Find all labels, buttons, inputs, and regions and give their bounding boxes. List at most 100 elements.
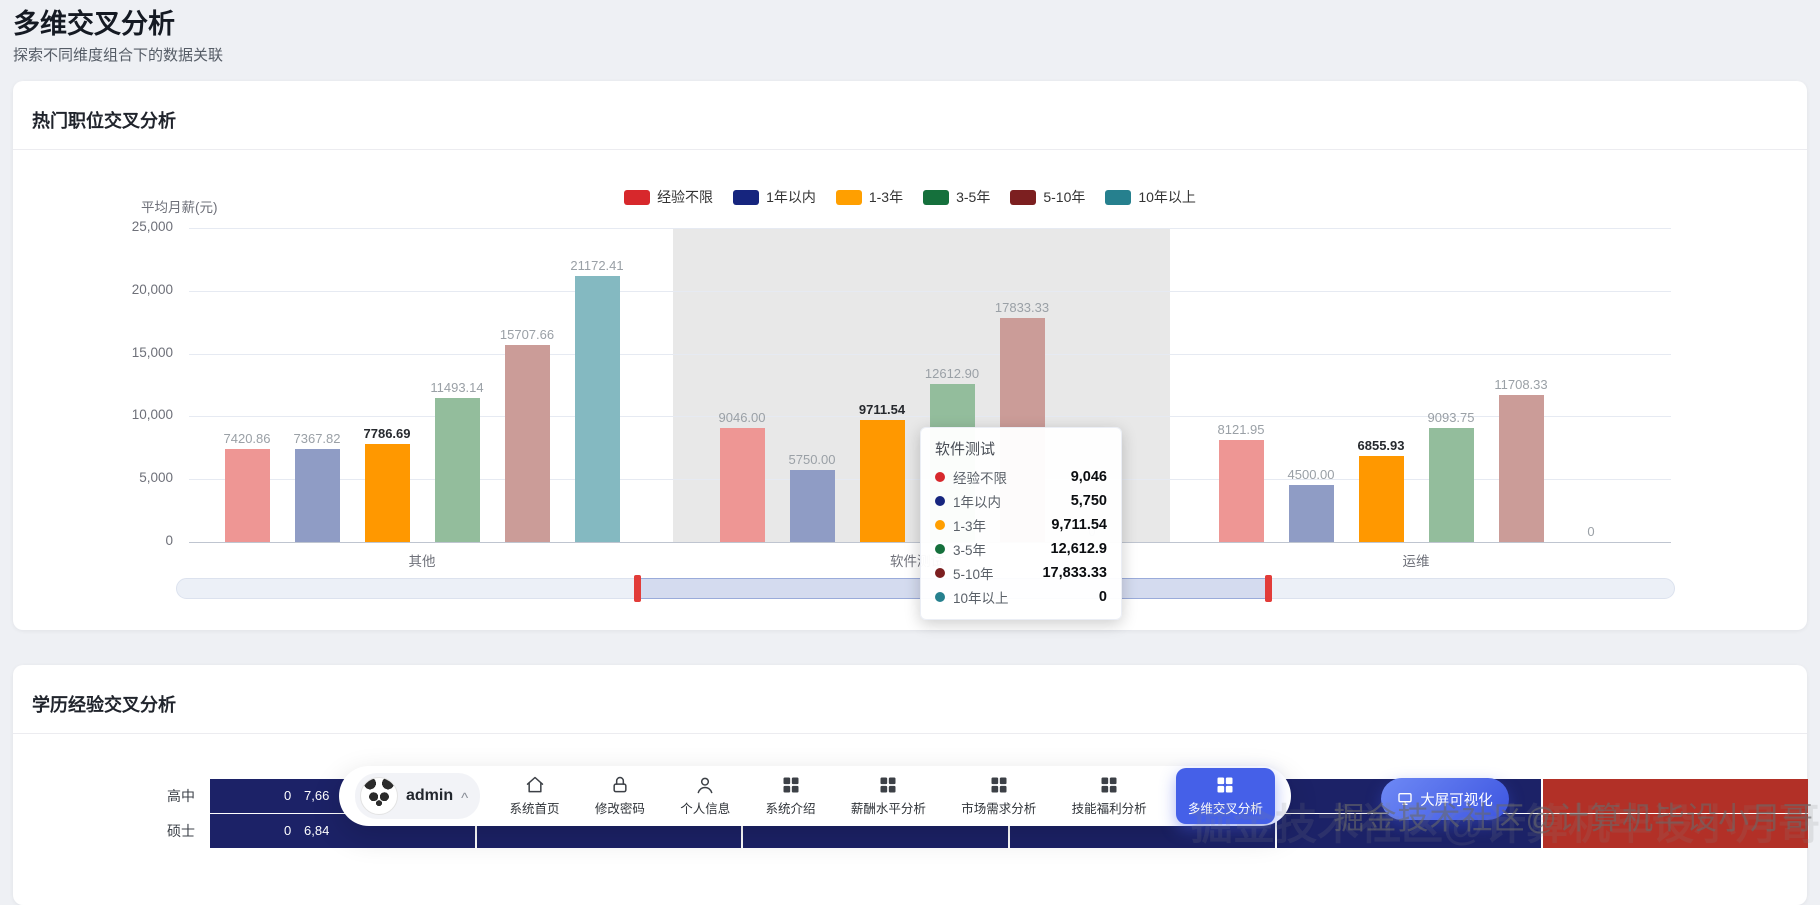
heatmap-cell[interactable] [1543, 814, 1809, 848]
tooltip-series-value: 9,711.54 [1051, 517, 1107, 533]
hot-jobs-card-title: 热门职位交叉分析 [13, 81, 1807, 150]
y-tick-label: 25,000 [131, 219, 173, 234]
legend-label: 5-10年 [1043, 189, 1086, 205]
series-dot-icon [935, 544, 945, 554]
dock-item-系统首页[interactable]: 系统首页 [504, 771, 566, 821]
bar[interactable] [294, 449, 340, 542]
bar[interactable] [574, 276, 620, 542]
chevron-up-icon: ^ [461, 789, 469, 807]
series-dot-icon [935, 568, 945, 578]
legend-label: 3-5年 [956, 189, 991, 205]
bar-value-label: 15707.66 [499, 327, 555, 342]
home-icon [525, 775, 545, 795]
tooltip-row: 10年以上 0 [935, 585, 1107, 609]
tooltip-row: 1年以内 5,750 [935, 489, 1107, 513]
heatmap-cell-value: 0 [284, 788, 292, 803]
dock-item-修改密码[interactable]: 修改密码 [589, 771, 651, 821]
heatmap-row-label: 高中 [167, 788, 195, 804]
dock-item-label: 个人信息 [680, 802, 731, 816]
dock-item-label: 市场需求分析 [961, 802, 1037, 816]
dock-item-多维交叉分析[interactable]: 多维交叉分析 [1175, 768, 1275, 824]
tooltip-series-name: 1-3年 [953, 519, 987, 534]
bar[interactable] [434, 398, 480, 542]
tooltip-series-value: 12,612.9 [1050, 541, 1107, 557]
lock-icon [610, 775, 630, 795]
user-menu[interactable]: admin ^ [355, 773, 481, 819]
datazoom-right-handle[interactable] [1265, 575, 1272, 602]
hot-jobs-card: 热门职位交叉分析 经验不限 1年以内 1-3年 3-5年 5-10年 10年以上 平均月薪… [13, 81, 1807, 630]
gridline [189, 290, 1671, 292]
heatmap-cell-value: 7,66 [304, 788, 330, 803]
datazoom-left-handle[interactable] [634, 575, 641, 602]
user-icon [695, 775, 715, 795]
series-dot-icon [935, 496, 945, 506]
watermark: 掘金技术社区@计算机毕设小月哥 [1333, 801, 1814, 836]
user-name: admin [406, 787, 454, 804]
legend-item[interactable]: 1年以内 [733, 187, 816, 207]
legend-label: 经验不限 [657, 189, 714, 205]
y-axis-name: 平均月薪(元) [141, 200, 218, 215]
legend-swatch [835, 189, 862, 205]
tooltip-row: 3-5年 12,612.9 [935, 537, 1107, 561]
grid-icon [1215, 775, 1235, 795]
grid-icon [1099, 775, 1119, 795]
bar-value-label: 8121.95 [1217, 422, 1265, 437]
tooltip-row: 1-3年 9,711.54 [935, 513, 1107, 537]
tooltip-series-name: 经验不限 [953, 471, 1007, 486]
bar-value-label: 17833.33 [994, 300, 1050, 315]
bar-value-label: 21172.41 [570, 258, 624, 273]
bar[interactable] [504, 345, 550, 542]
dock-item-label: 修改密码 [594, 802, 645, 816]
legend-item[interactable]: 10年以上 [1105, 187, 1196, 207]
dock-item-市场需求分析[interactable]: 市场需求分析 [955, 771, 1042, 821]
bar[interactable] [224, 449, 270, 542]
page-subtitle: 探索不同维度组合下的数据关联 [13, 47, 224, 64]
bar-value-label: 7786.69 [363, 426, 411, 441]
legend-item[interactable]: 经验不限 [624, 187, 713, 207]
bar[interactable] [1358, 456, 1404, 542]
bigscreen-button[interactable]: 大屏可视化 [1381, 778, 1509, 820]
dock-item-label: 多维交叉分析 [1187, 802, 1263, 816]
legend-item[interactable]: 3-5年 [923, 187, 990, 207]
bar-value-label: 7367.82 [293, 431, 341, 446]
tooltip-series-name: 5-10年 [953, 567, 994, 582]
dock-item-系统介绍[interactable]: 系统介绍 [760, 771, 822, 821]
category-label: 其他 [408, 554, 436, 569]
bar-value-label: 12612.90 [924, 366, 980, 381]
legend-swatch [923, 189, 950, 205]
tooltip-series-value: 0 [1098, 589, 1107, 605]
tooltip-series-name: 3-5年 [953, 543, 987, 558]
legend-label: 1年以内 [766, 189, 816, 205]
bar[interactable] [789, 470, 835, 542]
gridline [189, 353, 1671, 355]
bar[interactable] [1428, 428, 1474, 542]
bar-value-label: 11708.33 [1494, 377, 1548, 392]
dock-item-个人信息[interactable]: 个人信息 [674, 771, 736, 821]
bar[interactable] [364, 444, 410, 542]
heatmap-row-label: 硕士 [167, 823, 195, 839]
legend-swatch [624, 189, 651, 205]
bottom-dock: admin ^ 系统首页 修改密码 个人信息 系统介绍 薪酬水平分析 市场需求分析 技能福利… [339, 766, 1291, 826]
series-dot-icon [935, 520, 945, 530]
legend-item[interactable]: 5-10年 [1010, 187, 1085, 207]
chart-legend: 经验不限 1年以内 1-3年 3-5年 5-10年 10年以上 [13, 187, 1807, 207]
bar[interactable] [1218, 440, 1264, 542]
page-title: 多维交叉分析 [13, 9, 175, 39]
bar[interactable] [859, 420, 905, 542]
bar[interactable] [1288, 485, 1334, 542]
dock-item-label: 薪酬水平分析 [850, 802, 926, 816]
tooltip-series-name: 10年以上 [953, 591, 1009, 606]
tooltip-series-value: 5,750 [1070, 493, 1107, 509]
bar[interactable] [1498, 395, 1544, 542]
bar[interactable] [719, 428, 765, 542]
dock-item-薪酬水平分析[interactable]: 薪酬水平分析 [845, 771, 932, 821]
heatmap-cell-value: 0 [284, 823, 292, 838]
legend-swatch [1105, 189, 1132, 205]
heatmap-cell[interactable] [1543, 779, 1809, 813]
legend-item[interactable]: 1-3年 [835, 187, 903, 207]
dock-item-技能福利分析[interactable]: 技能福利分析 [1066, 771, 1153, 821]
bar-value-label: 9093.75 [1427, 410, 1475, 425]
legend-swatch [1010, 189, 1037, 205]
y-tick-label: 20,000 [131, 281, 173, 297]
dock-item-label: 系统首页 [509, 802, 560, 816]
